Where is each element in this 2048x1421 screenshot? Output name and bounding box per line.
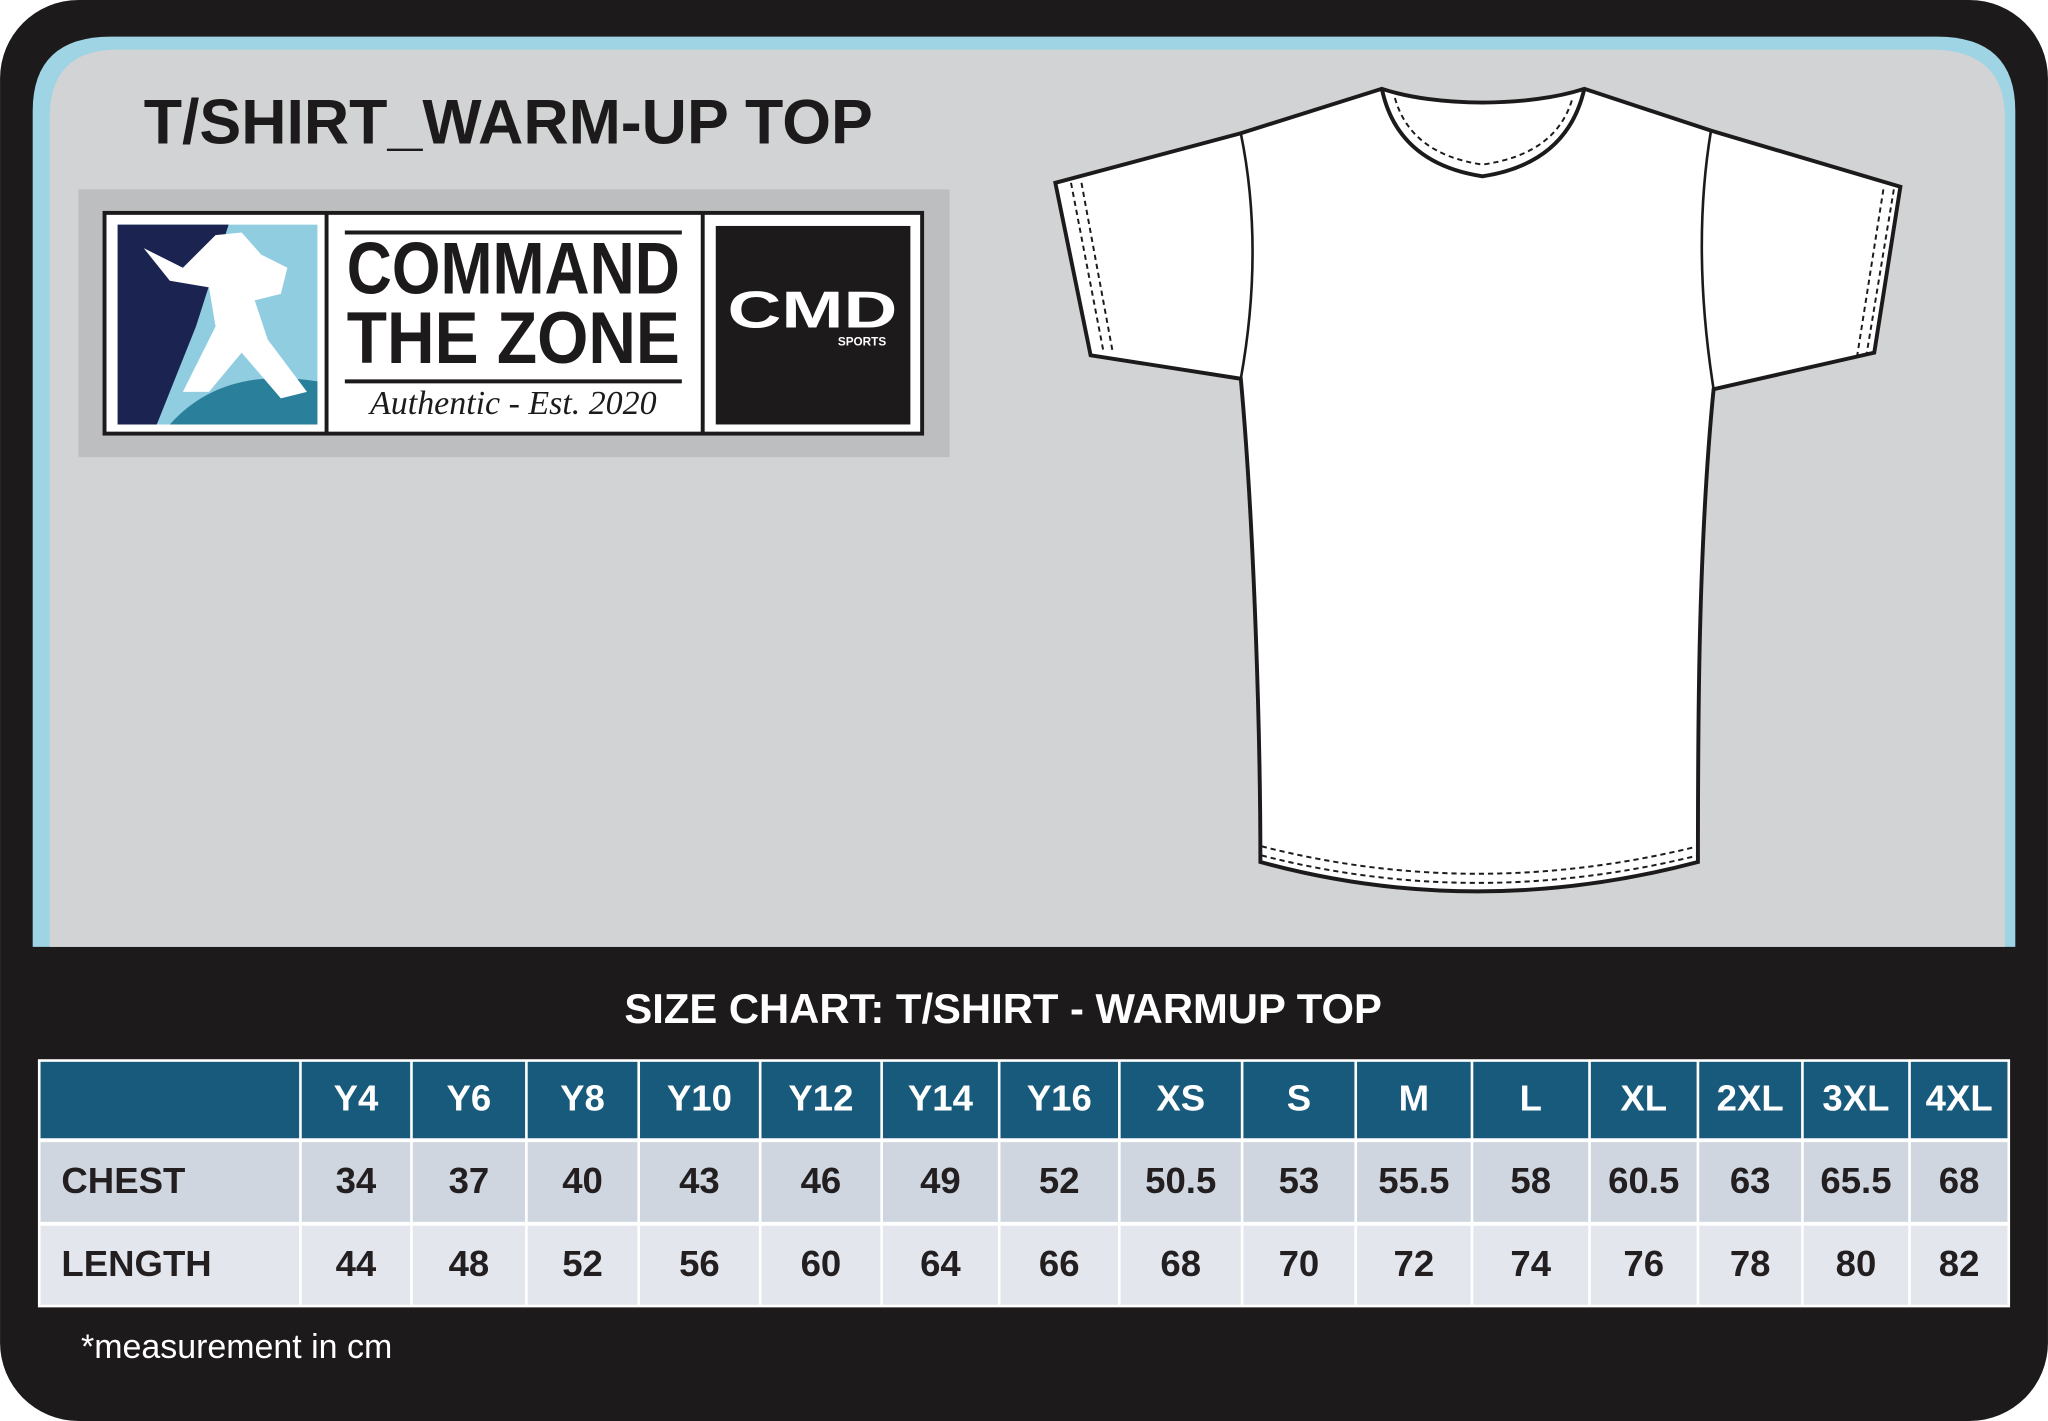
measurement: 74 <box>1510 1243 1551 1284</box>
measurement: 52 <box>1039 1160 1080 1201</box>
row-label: CHEST <box>61 1160 185 1201</box>
sleeve-seam <box>1239 132 1254 379</box>
size-header: Y16 <box>1027 1078 1092 1119</box>
measurement: 66 <box>1039 1243 1080 1284</box>
measurement: 55.5 <box>1378 1160 1449 1201</box>
cuff-stitch <box>1856 189 1895 356</box>
size-header: Y10 <box>667 1078 732 1119</box>
header-row <box>39 1060 2009 1141</box>
title: T/SHIRT_WARM-UP TOP <box>144 87 873 157</box>
size-header: XL <box>1620 1078 1667 1119</box>
size-header: Y6 <box>447 1078 492 1119</box>
size-header: S <box>1287 1078 1311 1119</box>
measurement: 34 <box>336 1160 377 1201</box>
table-border <box>37 1059 2011 1308</box>
measurement: 44 <box>336 1243 377 1284</box>
measurement: 43 <box>679 1160 720 1201</box>
size-header: Y8 <box>560 1078 605 1119</box>
hem-stitch <box>1261 845 1699 884</box>
pitcher-silhouette <box>143 232 307 399</box>
measurement: 60.5 <box>1608 1160 1679 1201</box>
table-row <box>39 1140 2009 1224</box>
measurement: 78 <box>1730 1243 1771 1284</box>
brand-sub: SPORTS <box>838 335 886 348</box>
measurement: 65.5 <box>1820 1160 1891 1201</box>
measurement: 70 <box>1279 1243 1320 1284</box>
note: *measurement in cm <box>81 1328 392 1366</box>
measurement: 63 <box>1730 1160 1771 1201</box>
row-label: LENGTH <box>61 1243 211 1284</box>
logo-line2: THE ZONE <box>347 298 680 379</box>
sleeve-seam <box>1700 130 1715 390</box>
measurement: 37 <box>449 1160 490 1201</box>
measurement: 48 <box>449 1243 490 1284</box>
measurement: 60 <box>801 1243 842 1284</box>
size-header: Y14 <box>908 1078 974 1119</box>
size-header: 3XL <box>1822 1078 1889 1119</box>
brand-box <box>715 225 911 425</box>
measurement: 64 <box>920 1243 961 1284</box>
measurement: 50.5 <box>1145 1160 1216 1201</box>
measurement: 46 <box>801 1160 842 1201</box>
size-header: M <box>1399 1078 1429 1119</box>
size-header: Y12 <box>788 1078 853 1119</box>
collar <box>1379 88 1587 179</box>
measurement: 72 <box>1394 1243 1435 1284</box>
collar-stitch <box>1393 97 1574 166</box>
size-header: Y4 <box>334 1078 379 1119</box>
measurement: 56 <box>679 1243 720 1284</box>
table-title: SIZE CHART: T/SHIRT - WARMUP TOP <box>624 985 1382 1032</box>
size-header: 2XL <box>1717 1078 1784 1119</box>
measurement: 52 <box>562 1243 603 1284</box>
measurement: 80 <box>1836 1243 1877 1284</box>
cuff-stitch <box>1070 182 1114 353</box>
shirt-drawing <box>1053 86 1903 894</box>
measurement: 76 <box>1623 1243 1664 1284</box>
logo-tagline: Authentic - Est. 2020 <box>368 385 657 422</box>
logo-line1: COMMAND <box>347 229 680 310</box>
measurement: 68 <box>1160 1243 1201 1284</box>
measurement: 49 <box>920 1160 961 1201</box>
measurement: 68 <box>1939 1160 1980 1201</box>
measurement: 40 <box>562 1160 603 1201</box>
measurement: 58 <box>1510 1160 1551 1201</box>
size-header: XS <box>1156 1078 1205 1119</box>
measurement: 53 <box>1279 1160 1320 1201</box>
measurement: 82 <box>1939 1243 1980 1284</box>
size-table: Y4 Y6 Y8 Y10 Y12 Y14 Y16 XS S M L XL 2XL 3XL 4XL CHEST 3… <box>37 1059 2011 1308</box>
size-header: L <box>1520 1078 1542 1119</box>
size-header: 4XL <box>1926 1078 1993 1119</box>
table-row <box>39 1223 2009 1307</box>
logo: COMMAND THE ZONE Authentic - Est. 2020 C… <box>78 189 950 458</box>
brand: CMD <box>728 281 898 339</box>
